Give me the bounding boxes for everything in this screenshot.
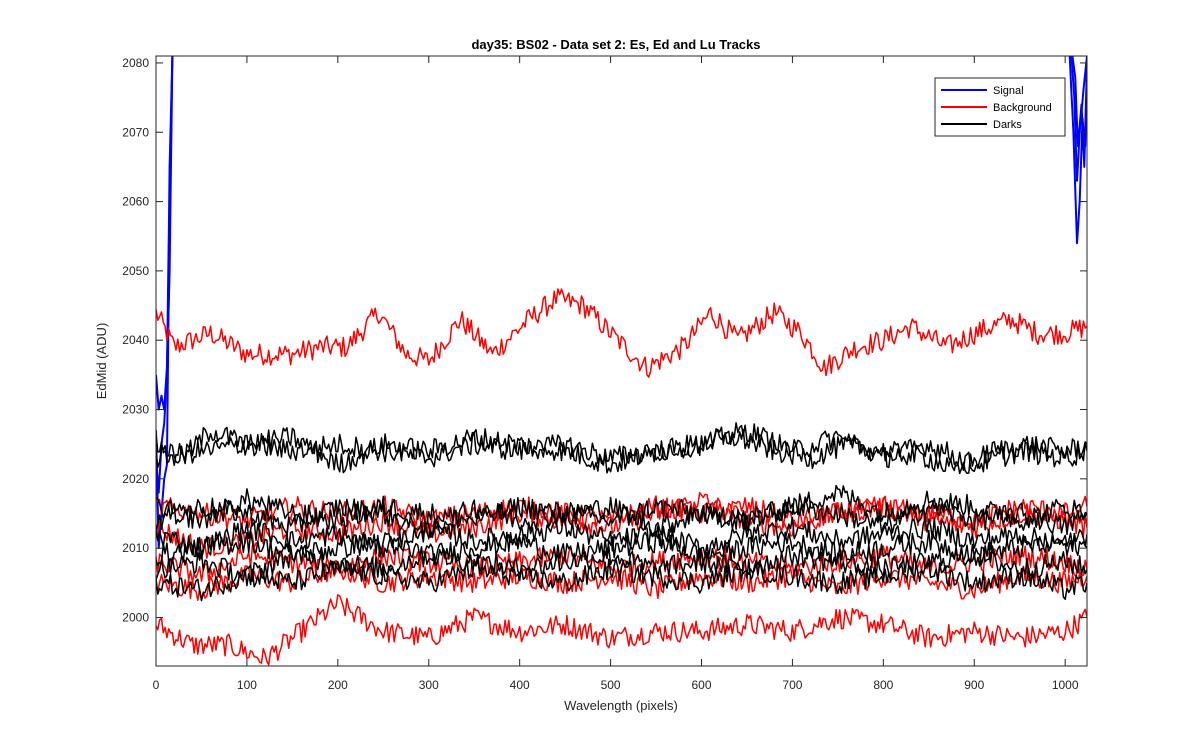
series-line-signal-5 xyxy=(1071,56,1087,168)
x-axis: 0 100 200 300 400 500 600 700 800 900 1000 xyxy=(153,56,1079,692)
x-tick-label: 900 xyxy=(964,678,984,692)
series-line-darks-16 xyxy=(156,529,1087,566)
series-line-darks-19 xyxy=(156,544,1087,584)
chart-title: day35: BS02 - Data set 2: Es, Ed and Lu … xyxy=(471,37,760,52)
series-line-darks-12 xyxy=(156,426,1087,475)
series-line-darks-17 xyxy=(156,558,1087,602)
legend: Signal Background Darks xyxy=(934,77,1066,137)
series-line-darks-13 xyxy=(156,422,1087,474)
x-tick-label: 300 xyxy=(419,678,439,692)
y-tick-label: 2040 xyxy=(122,333,149,347)
x-tick-label: 800 xyxy=(873,678,893,692)
y-tick-label: 2030 xyxy=(122,403,149,417)
x-tick-label: 1000 xyxy=(1052,678,1079,692)
axes-box xyxy=(155,55,1088,667)
series-line-background-6 xyxy=(156,288,1087,378)
y-tick-label: 2000 xyxy=(122,610,149,624)
y-tick-label: 2050 xyxy=(122,264,149,278)
x-tick-label: 700 xyxy=(782,678,802,692)
series-line-signal-4 xyxy=(1070,56,1087,182)
y-tick-label: 2080 xyxy=(122,56,149,70)
y-axis-label: EdMid (ADU) xyxy=(94,323,109,400)
series-layer xyxy=(156,56,1087,666)
x-axis-label: Wavelength (pixels) xyxy=(564,698,678,713)
series-line-darks-18 xyxy=(156,484,1087,532)
x-tick-label: 200 xyxy=(328,678,348,692)
x-tick-label: 100 xyxy=(237,678,257,692)
x-tick-label: 500 xyxy=(601,678,621,692)
series-line-background-7 xyxy=(156,594,1087,666)
y-tick-label: 2070 xyxy=(122,125,149,139)
x-tick-label: 400 xyxy=(510,678,530,692)
x-tick-label: 0 xyxy=(153,678,160,692)
y-axis: 2000 2010 2020 2030 2040 2050 2060 2070 2080 xyxy=(122,56,1087,624)
series-line-signal-2 xyxy=(156,56,174,494)
legend-label-background: Background xyxy=(993,102,1052,114)
legend-label-signal: Signal xyxy=(993,85,1024,97)
plot-area xyxy=(156,56,1087,666)
x-tick-label: 600 xyxy=(691,678,711,692)
legend-label-darks: Darks xyxy=(993,119,1022,131)
y-tick-label: 2010 xyxy=(122,541,149,555)
y-tick-label: 2020 xyxy=(122,472,149,486)
y-tick-label: 2060 xyxy=(122,195,149,209)
